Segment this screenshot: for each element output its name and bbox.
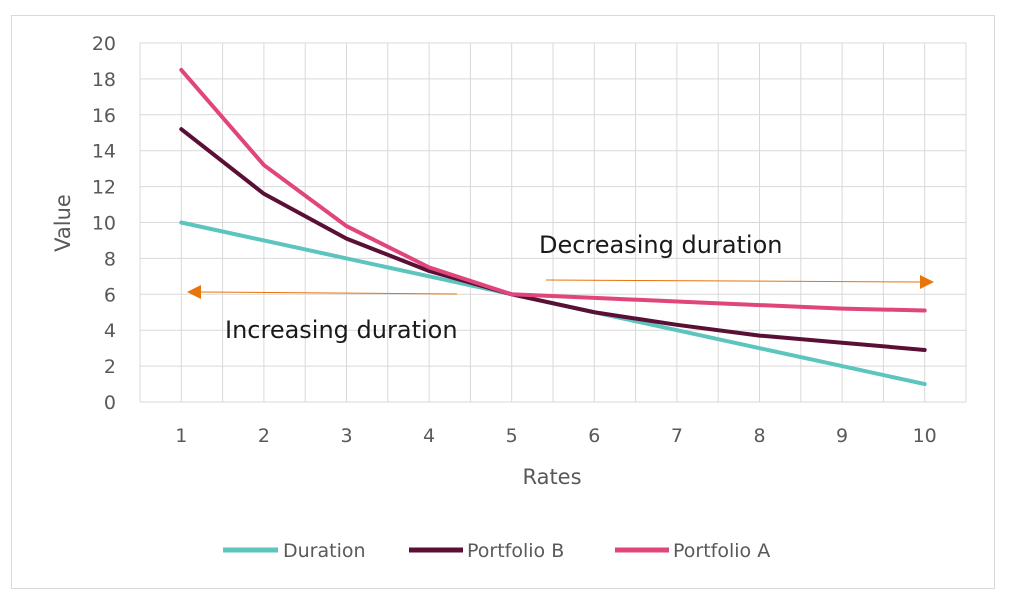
y-tick-label: 2 — [104, 356, 116, 378]
decreasing-duration-arrow-line — [545, 279, 923, 283]
y-tick-label: 10 — [92, 213, 116, 235]
y-axis-title: Value — [51, 194, 75, 252]
y-tick-label: 4 — [104, 320, 116, 342]
series-line-portfolio-a — [179, 67, 927, 313]
x-tick-label: 7 — [671, 425, 683, 447]
decreasing-duration-arrowhead — [920, 275, 934, 289]
legend-label-portfolio-a: Portfolio A — [673, 540, 770, 562]
series-lines — [179, 67, 927, 387]
y-tick-label: 8 — [104, 248, 116, 270]
y-tick-label: 16 — [92, 105, 116, 127]
decreasing-duration-label: Decreasing duration — [539, 231, 783, 259]
increasing-duration-label: Increasing duration — [225, 316, 458, 344]
legend: Duration Portfolio B Portfolio A — [223, 540, 770, 562]
y-tick-label: 12 — [92, 177, 116, 199]
increasing-duration-arrow-line — [199, 291, 458, 295]
series-line-portfolio-b — [179, 127, 927, 352]
grid — [139, 42, 967, 403]
x-tick-label: 3 — [340, 425, 352, 447]
x-tick-label: 1 — [175, 425, 187, 447]
y-tick-label: 14 — [92, 141, 116, 163]
x-tick-label: 2 — [258, 425, 270, 447]
x-tick-label: 9 — [836, 425, 848, 447]
x-tick-label: 5 — [506, 425, 518, 447]
x-axis-title: Rates — [522, 465, 581, 489]
y-tick-label: 6 — [104, 284, 116, 306]
x-tick-label: 4 — [423, 425, 435, 447]
y-tick-labels: 0 2 4 6 8 10 12 14 16 18 20 — [92, 33, 116, 414]
x-tick-labels: 1 2 3 4 5 6 7 8 9 10 — [175, 425, 937, 447]
increasing-duration-arrowhead — [187, 285, 201, 299]
y-tick-label: 20 — [92, 33, 116, 55]
annotations: Decreasing duration Increasing duration — [187, 231, 934, 344]
legend-label-duration: Duration — [283, 540, 366, 562]
x-tick-label: 6 — [588, 425, 600, 447]
chart-frame — [11, 15, 995, 589]
y-tick-label: 18 — [92, 69, 116, 91]
legend-label-portfolio-b: Portfolio B — [467, 540, 564, 562]
x-tick-label: 8 — [753, 425, 765, 447]
x-tick-label: 10 — [913, 425, 937, 447]
y-tick-label: 0 — [104, 392, 116, 414]
